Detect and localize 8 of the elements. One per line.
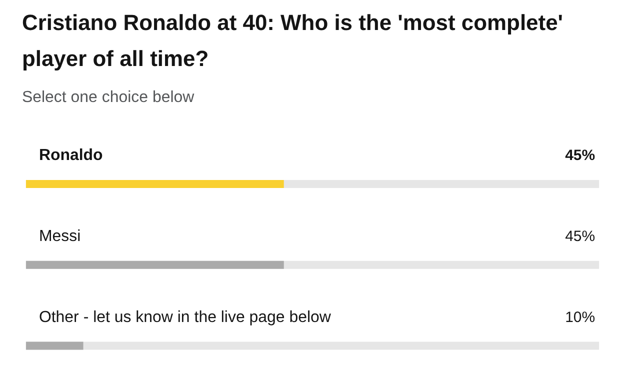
y-tick-label: Other - let us know in the live page below	[38, 308, 332, 326]
y-tick-label: Messi	[38, 228, 81, 245]
data-label: 45%	[565, 147, 596, 164]
data-label: 10%	[565, 308, 596, 326]
chart-title: Cristiano Ronaldo at 40: Who is the 'most complete' player of all time?	[22, 10, 564, 72]
chart-subtitle: Select one choice below	[22, 89, 195, 106]
data-label: 45%	[565, 228, 596, 245]
y-tick-label: Ronaldo	[38, 147, 104, 164]
